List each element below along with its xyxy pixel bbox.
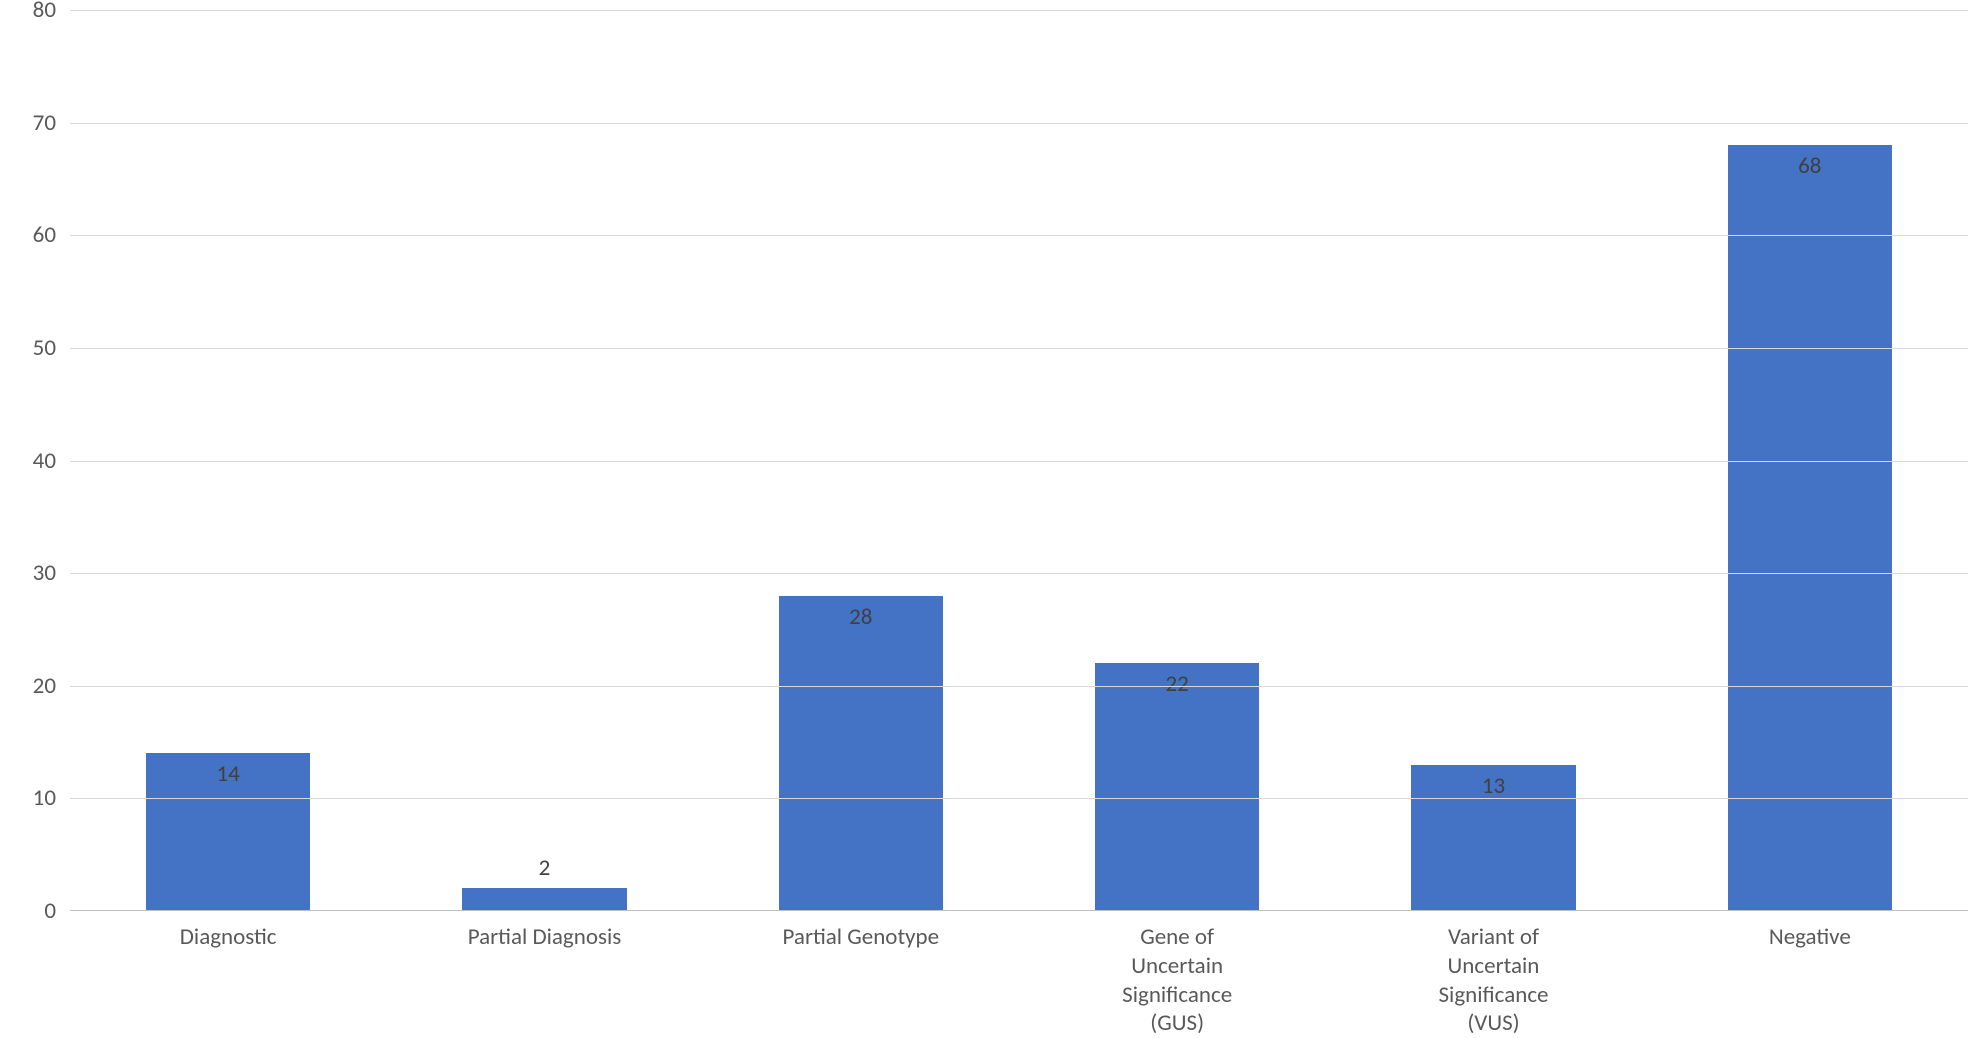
x-axis-line <box>70 910 1968 911</box>
y-tick-label: 70 <box>33 109 70 137</box>
x-tick-label: Diagnostic <box>180 911 277 952</box>
x-tick-label: Variant of UncertainSignificance (VUS) <box>1414 911 1572 1038</box>
plot-area: 14Diagnostic2Partial Diagnosis28Partial … <box>70 10 1968 911</box>
y-tick-label: 10 <box>33 784 70 812</box>
gridline <box>70 123 1968 124</box>
gridline <box>70 461 1968 462</box>
gridline <box>70 686 1968 687</box>
bar <box>1095 663 1259 911</box>
bar-value-label: 28 <box>849 603 872 631</box>
bar-value-label: 2 <box>539 854 551 882</box>
y-tick-label: 60 <box>33 221 70 249</box>
bar-value-label: 14 <box>216 760 239 788</box>
x-tick-label: Partial Genotype <box>783 911 940 952</box>
bar <box>462 888 626 911</box>
y-tick-label: 40 <box>33 447 70 475</box>
gridline <box>70 235 1968 236</box>
gridline <box>70 573 1968 574</box>
gridline <box>70 10 1968 11</box>
y-tick-label: 80 <box>33 0 70 24</box>
y-tick-label: 0 <box>44 897 70 925</box>
bar <box>779 596 943 911</box>
gridline <box>70 348 1968 349</box>
bar-chart: 14 Diagnostic 2 Partial Diagnosis 28 Partial … <box>0 0 1988 1001</box>
y-tick-label: 50 <box>33 334 70 362</box>
y-tick-label: 30 <box>33 559 70 587</box>
x-tick-label: Negative <box>1769 911 1851 952</box>
bar-value-label: 68 <box>1798 152 1821 180</box>
x-tick-label: Gene of UncertainSignificance (GUS) <box>1098 911 1256 1038</box>
y-tick-label: 20 <box>33 672 70 700</box>
gridline <box>70 798 1968 799</box>
bar-value-label: 22 <box>1165 670 1188 698</box>
bar-value-label: 13 <box>1482 772 1505 800</box>
x-tick-label: Partial Diagnosis <box>468 911 622 952</box>
bar <box>1728 145 1892 911</box>
